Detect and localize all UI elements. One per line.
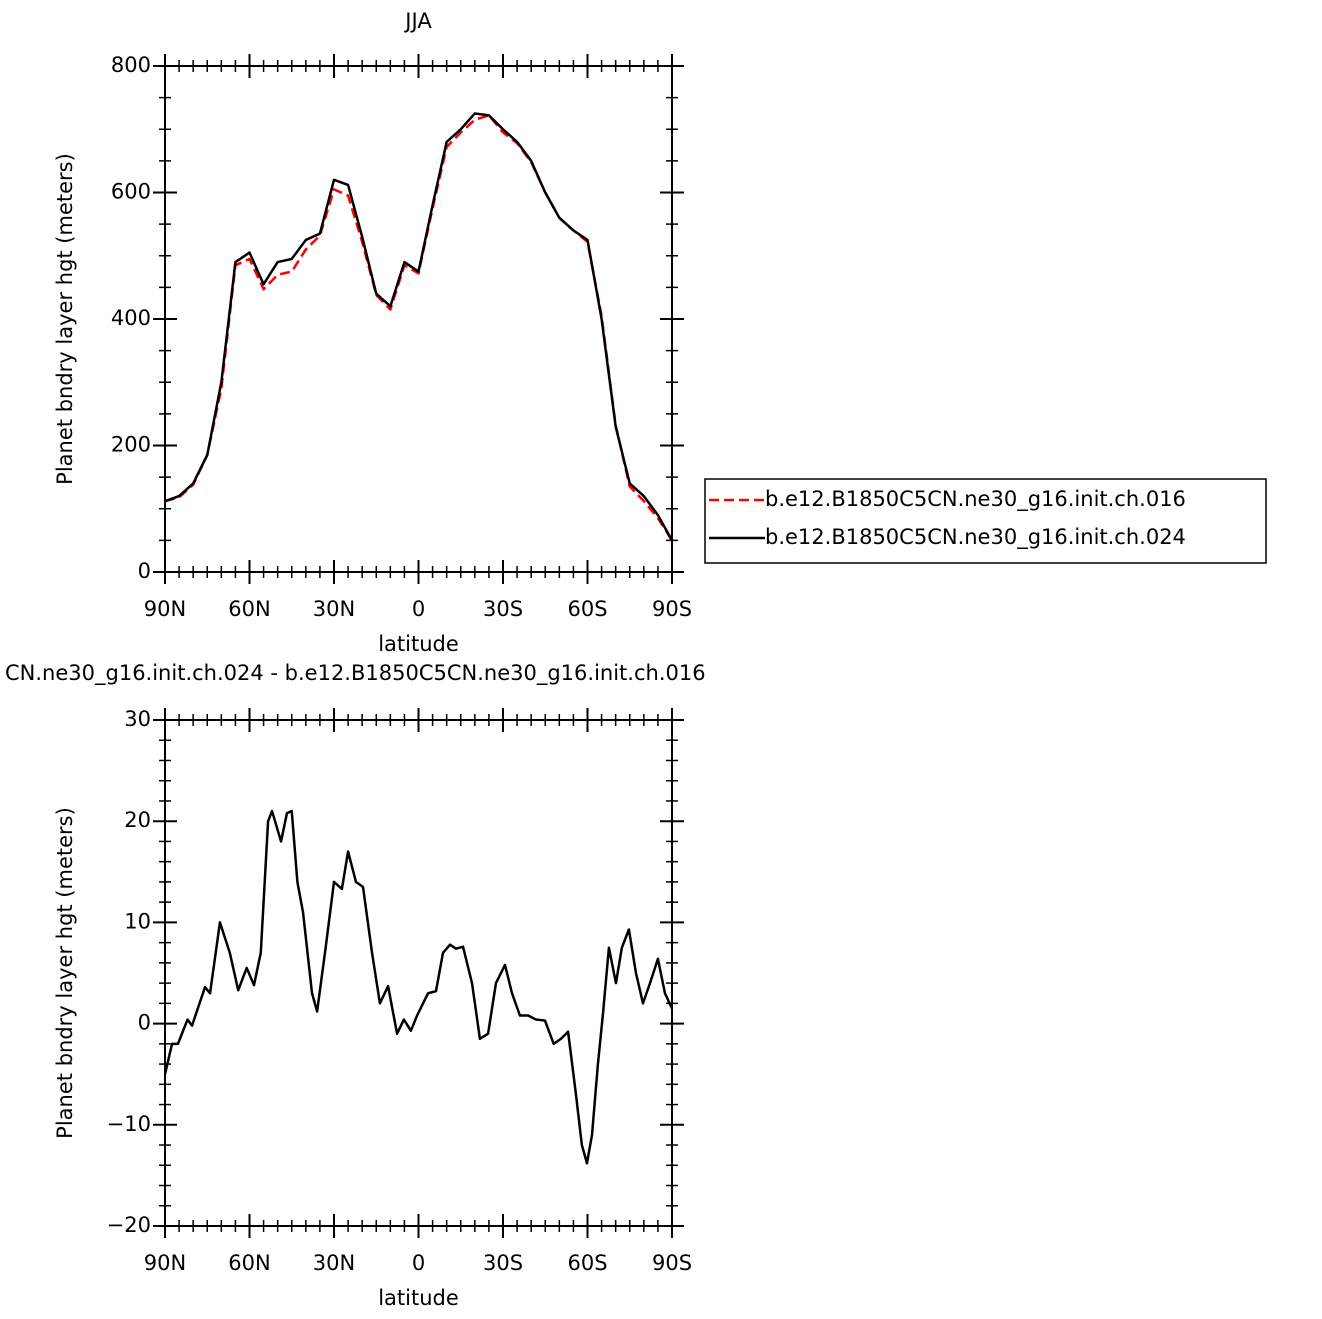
x-tick-label: 60S bbox=[567, 1251, 607, 1275]
y-tick-label: 0 bbox=[138, 559, 151, 583]
x-tick-label: 30N bbox=[313, 597, 355, 621]
y-tick-label: 400 bbox=[111, 306, 151, 330]
plot-frame bbox=[164, 65, 673, 573]
x-tick-label: 60S bbox=[567, 597, 607, 621]
x-tick-label: 60N bbox=[228, 597, 270, 621]
plot-frame bbox=[164, 719, 673, 1227]
legend-label: b.e12.B1850C5CN.ne30_g16.init.ch.024 bbox=[765, 525, 1186, 550]
x-tick-label: 0 bbox=[412, 1251, 425, 1275]
y-tick-label: 200 bbox=[111, 433, 151, 457]
x-tick-label: 0 bbox=[412, 597, 425, 621]
y-tick-label: −10 bbox=[107, 1112, 151, 1136]
x-tick-label: 90S bbox=[652, 597, 692, 621]
x-tick-label: 60N bbox=[228, 1251, 270, 1275]
y-axis-label: Planet bndry layer hgt (meters) bbox=[53, 153, 77, 485]
chart-title: CN.ne30_g16.init.ch.024 - b.e12.B1850C5C… bbox=[5, 661, 706, 686]
x-axis-label: latitude bbox=[378, 632, 459, 656]
data-line bbox=[164, 114, 674, 542]
y-tick-label: 30 bbox=[124, 707, 151, 731]
y-tick-label: 10 bbox=[124, 909, 151, 933]
data-line bbox=[163, 809, 674, 1165]
x-tick-label: 90N bbox=[144, 1251, 186, 1275]
y-axis-label: Planet bndry layer hgt (meters) bbox=[53, 807, 77, 1139]
legend-box bbox=[704, 478, 1267, 564]
x-tick-label: 90S bbox=[652, 1251, 692, 1275]
legend-label: b.e12.B1850C5CN.ne30_g16.init.ch.016 bbox=[765, 487, 1186, 512]
x-tick-label: 30S bbox=[483, 1251, 523, 1275]
y-tick-label: 0 bbox=[138, 1011, 151, 1035]
y-tick-label: 20 bbox=[124, 808, 151, 832]
x-axis-label: latitude bbox=[378, 1286, 459, 1310]
data-line bbox=[164, 112, 674, 541]
chart-title: JJA bbox=[403, 9, 432, 33]
x-tick-label: 30N bbox=[313, 1251, 355, 1275]
x-tick-label: 90N bbox=[144, 597, 186, 621]
y-tick-label: 800 bbox=[111, 53, 151, 77]
y-tick-label: 600 bbox=[111, 180, 151, 204]
x-tick-label: 30S bbox=[483, 597, 523, 621]
y-tick-label: −20 bbox=[107, 1213, 151, 1237]
